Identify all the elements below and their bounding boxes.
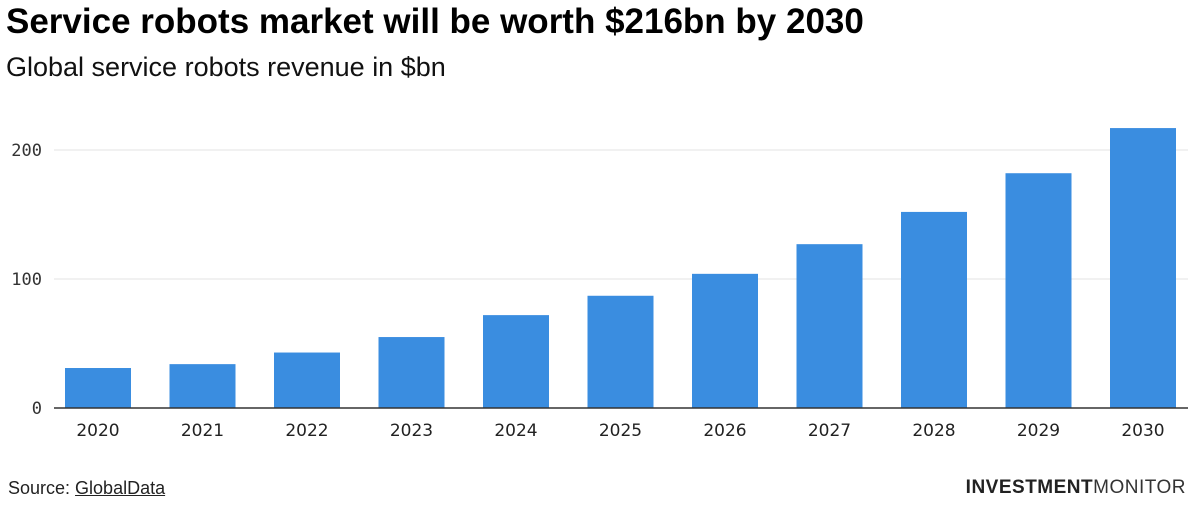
bars: [65, 128, 1176, 408]
bar-2027: [796, 244, 863, 408]
x-tick-label: 2023: [390, 421, 433, 441]
x-tick-label: 2021: [181, 421, 224, 441]
x-tick-label: 2028: [912, 421, 955, 441]
y-tick-label: 100: [11, 270, 42, 290]
bar-2025: [587, 295, 654, 408]
bar-2026: [692, 273, 758, 408]
brand-investment: INVESTMENT: [965, 477, 1094, 498]
bar-2028: [901, 211, 967, 408]
bar-2029: [1005, 173, 1072, 408]
x-tick-label: 2024: [494, 421, 537, 441]
x-tick-label: 2029: [1017, 421, 1060, 441]
brand-logo: INVESTMENTMONITOR: [966, 477, 1186, 499]
x-tick-labels: 2020 2021 2022 2023 2024 2025 2026 2027 2028 2029…: [76, 421, 1164, 441]
bar-2023: [378, 337, 445, 408]
bar-chart: 0 100 200 2020 2021 2022 2023 2024 2025 2026 2027…: [11, 128, 1188, 441]
y-tick-label: 200: [11, 141, 42, 161]
chart-title: Service robots market will be worth $216…: [6, 2, 864, 41]
grid-lines: [54, 149, 1188, 280]
bar-2021: [169, 364, 236, 408]
chart-subtitle: Global service robots revenue in $bn: [6, 52, 446, 82]
x-tick-label: 2027: [808, 421, 851, 441]
bar-2022: [274, 352, 340, 408]
source-link[interactable]: GlobalData: [75, 478, 166, 498]
bar-2020: [65, 368, 131, 408]
brand-monitor: MONITOR: [1093, 477, 1186, 498]
source-prefix: Source:: [8, 478, 76, 498]
bar-2024: [483, 315, 549, 408]
bar-2030: [1110, 128, 1176, 408]
y-tick-label: 0: [32, 399, 42, 419]
source-note: Source: GlobalData: [8, 478, 165, 499]
x-tick-label: 2020: [76, 421, 119, 441]
x-tick-label: 2030: [1121, 421, 1164, 441]
y-tick-labels: 0 100 200: [11, 141, 42, 419]
x-tick-label: 2022: [285, 421, 328, 441]
x-tick-label: 2025: [599, 421, 642, 441]
x-tick-label: 2026: [703, 421, 746, 441]
